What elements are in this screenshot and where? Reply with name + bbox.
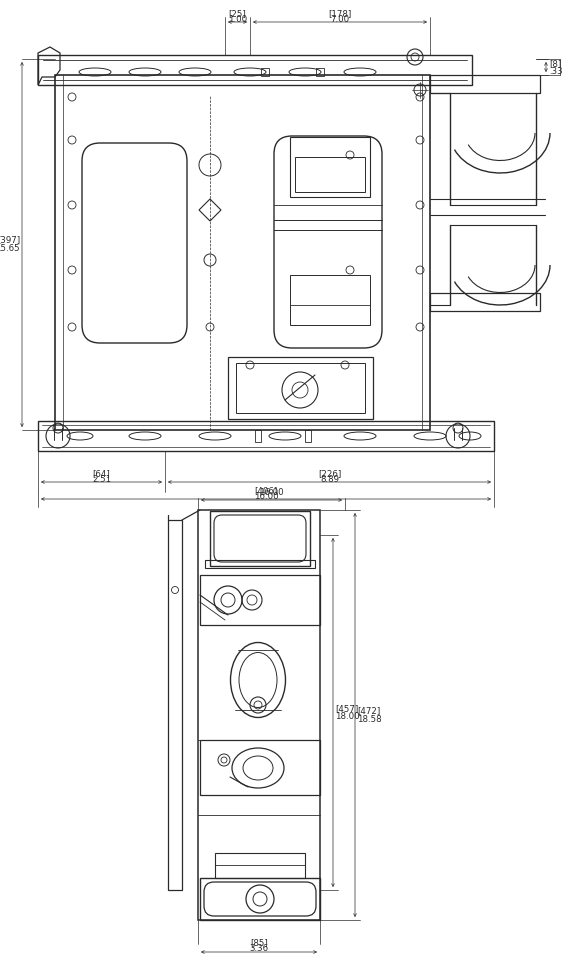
Text: .33: .33 — [549, 67, 563, 75]
Bar — [200, 575, 320, 625]
Text: 3.36: 3.36 — [249, 944, 269, 953]
Text: [226]: [226] — [318, 469, 341, 478]
Text: 15.65: 15.65 — [0, 244, 20, 253]
Bar — [290, 275, 370, 325]
Text: [25]: [25] — [229, 9, 246, 18]
Bar — [198, 510, 320, 920]
Text: [397]: [397] — [0, 235, 20, 244]
Bar — [316, 68, 324, 76]
Text: [472]: [472] — [357, 706, 380, 715]
Text: [8]: [8] — [549, 60, 561, 69]
Bar — [38, 55, 472, 85]
Text: 7.00: 7.00 — [331, 15, 350, 24]
Text: 18.58: 18.58 — [357, 714, 382, 724]
Bar — [290, 137, 370, 197]
Bar — [295, 157, 365, 192]
Bar — [261, 68, 269, 76]
Bar — [210, 511, 310, 566]
Bar — [228, 357, 373, 419]
Bar — [205, 560, 315, 568]
Bar — [38, 421, 494, 451]
Text: [85]: [85] — [250, 938, 268, 947]
Bar — [200, 740, 320, 795]
Bar — [255, 430, 261, 442]
Text: 2.51: 2.51 — [92, 475, 111, 484]
Text: [457]: [457] — [335, 704, 358, 713]
Text: [64]: [64] — [93, 469, 110, 478]
Bar — [200, 878, 320, 920]
Bar — [305, 430, 311, 442]
Bar — [430, 75, 540, 93]
Bar — [55, 75, 430, 430]
Text: 16.00: 16.00 — [253, 492, 278, 501]
Text: 1.00: 1.00 — [228, 15, 247, 24]
Text: [178]: [178] — [328, 9, 351, 18]
Bar — [168, 520, 182, 890]
Text: 18.00: 18.00 — [335, 712, 360, 721]
Bar — [236, 363, 365, 413]
Bar — [430, 293, 540, 311]
Text: [406]: [406] — [255, 486, 278, 495]
Bar — [215, 853, 305, 878]
Text: 8.89: 8.89 — [320, 475, 339, 484]
Text: 16.00: 16.00 — [259, 488, 284, 497]
